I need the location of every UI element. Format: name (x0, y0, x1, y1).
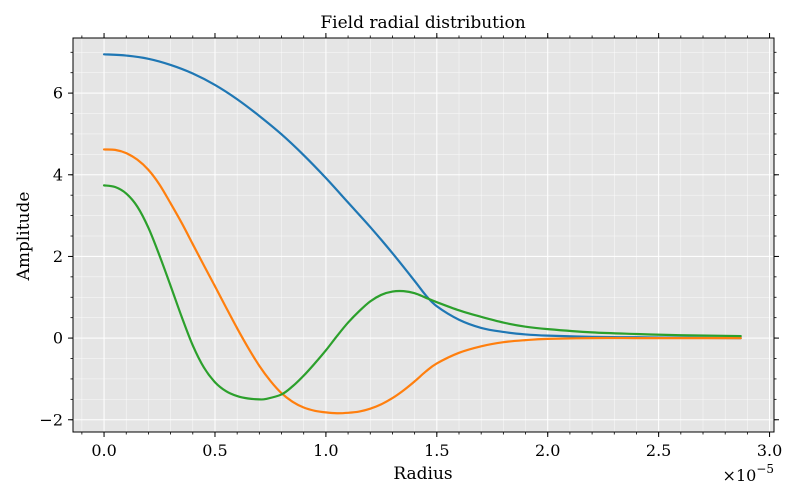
series-line-3 (102, 184, 742, 401)
y-tick-label: 6 (53, 84, 63, 103)
y-tick-label: 4 (53, 165, 63, 184)
x-tick-label: 1.0 (313, 441, 338, 460)
x-scale-exponent: −5 (756, 462, 774, 476)
grid (73, 38, 774, 432)
x-tick-label: 2.0 (535, 441, 560, 460)
series-layer (102, 53, 742, 415)
x-tick-label: 2.5 (646, 441, 671, 460)
x-tick-label: 0.5 (202, 441, 227, 460)
series-line-2 (102, 148, 742, 415)
y-tick-label: −2 (39, 410, 63, 429)
x-tick-label: 1.5 (424, 441, 449, 460)
plot-area (73, 38, 774, 432)
x-scale-exponent-label: ×10−5 (723, 462, 774, 485)
chart-title: Field radial distribution (320, 13, 525, 33)
y-tick-label: 2 (53, 247, 63, 266)
x-scale-factor: ×10 (723, 466, 757, 485)
ticks: 0.0 0.5 1.0 1.5 2.0 2.5 3.0 −2 0 2 4 6 (39, 33, 782, 460)
x-tick-label: 0.0 (91, 441, 116, 460)
y-axis-label: Amplitude (14, 192, 34, 282)
series-line-1 (102, 53, 742, 340)
plot-frame (72, 37, 775, 433)
y-tick-label: 0 (53, 329, 63, 348)
x-tick-label: 3.0 (757, 441, 782, 460)
x-axis-label: Radius (393, 464, 452, 484)
